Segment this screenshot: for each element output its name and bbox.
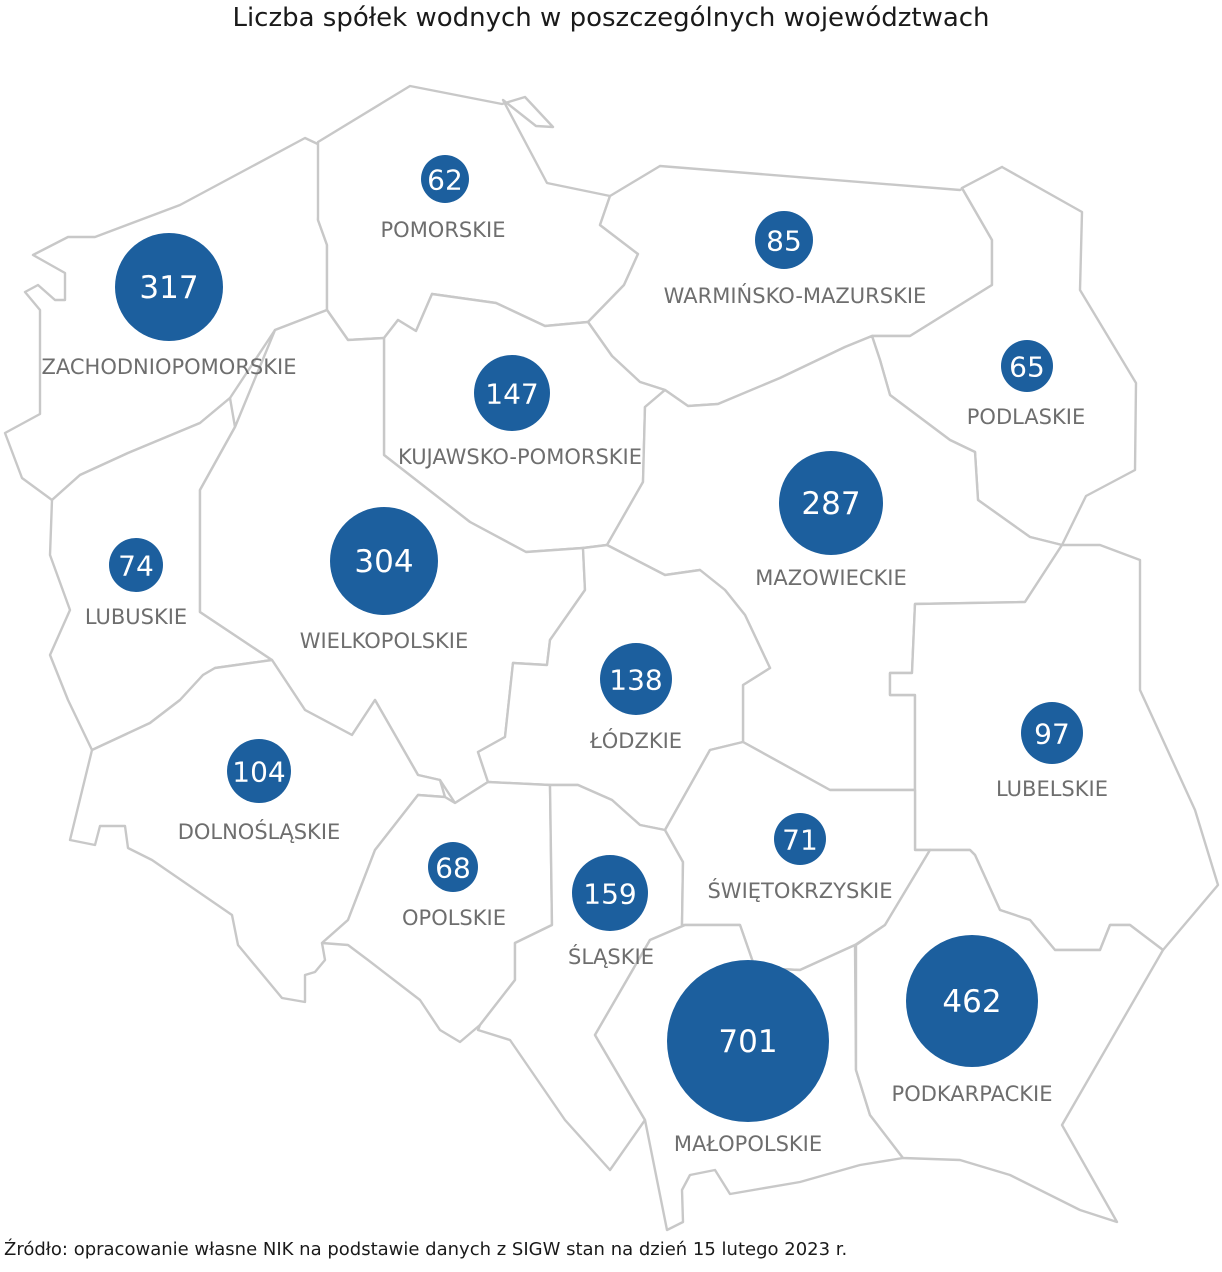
region-labels: ZACHODNIOPOMORSKIE POMORSKIE WARMIŃSKO-MAZ… [42,218,1108,1156]
bubble-lubelskie [1021,702,1083,764]
region-opolskie [320,780,554,1044]
value-lubelskie: 97 [1034,718,1070,751]
label-pomorskie: POMORSKIE [381,218,506,242]
bubble-mazowieckie [779,451,883,555]
bubble-łódzkie [600,643,672,715]
label-dolnośląskie: DOLNOŚLĄSKIE [178,819,341,844]
bubble-dolnośląskie [227,739,291,803]
label-łódzkie: ŁÓDZKIE [589,728,682,753]
value-opolskie: 68 [435,852,471,885]
label-kujawsko-pomorskie: KUJAWSKO-POMORSKIE [398,445,642,469]
value-lubuskie: 74 [118,550,154,583]
label-warmińsko-mazurskie: WARMIŃSKO-MAZURSKIE [664,283,927,308]
bubble-lubuskie [109,538,163,592]
map-title: Liczba spółek wodnych w poszczególnych w… [232,3,990,33]
bubble-opolskie [428,842,478,892]
label-podkarpackie: PODKARPACKIE [892,1082,1053,1106]
label-lubelskie: LUBELSKIE [996,777,1108,801]
label-opolskie: OPOLSKIE [402,906,506,930]
value-łódzkie: 138 [609,664,662,697]
bubble-podkarpackie [906,935,1038,1067]
bubble-świętokrzyskie [774,813,826,865]
value-świętokrzyskie: 71 [782,824,818,857]
source-note: Źródło: opracowanie własne NIK na podsta… [4,1239,848,1260]
label-małopolskie: MAŁOPOLSKIE [674,1132,822,1156]
value-podkarpackie: 462 [942,984,1001,1020]
value-kujawsko-pomorskie: 147 [485,378,538,411]
bubble-podlaskie [1001,340,1053,392]
bubble-pomorskie [421,155,469,203]
value-pomorskie: 62 [427,164,463,197]
label-zachodniopomorskie: ZACHODNIOPOMORSKIE [42,355,297,379]
value-bubbles: 317 62 85 65 147 74 304 287 138 97 104 68 159 71 701 46… [109,155,1083,1122]
bubble-kujawsko-pomorskie [474,355,550,431]
bubble-małopolskie [667,960,829,1122]
value-podlaskie: 65 [1009,351,1045,384]
value-mazowieckie: 287 [801,486,860,522]
label-śląskie: ŚLĄSKIE [568,944,654,969]
label-podlaskie: PODLASKIE [967,405,1085,429]
value-warmińsko-mazurskie: 85 [766,225,802,258]
value-śląskie: 159 [583,878,636,911]
value-dolnośląskie: 104 [232,756,285,789]
bubble-zachodniopomorskie [115,233,223,341]
label-mazowieckie: MAZOWIECKIE [755,566,907,590]
label-lubuskie: LUBUSKIE [85,605,187,629]
value-wielkopolskie: 304 [354,544,413,580]
bubble-wielkopolskie [330,507,438,615]
bubble-warmińsko-mazurskie [755,211,813,269]
bubble-śląskie [572,855,648,931]
label-świętokrzyskie: ŚWIĘTOKRZYSKIE [707,878,892,903]
value-małopolskie: 701 [718,1024,777,1060]
value-zachodniopomorskie: 317 [139,270,198,306]
label-wielkopolskie: WIELKOPOLSKIE [300,629,469,653]
